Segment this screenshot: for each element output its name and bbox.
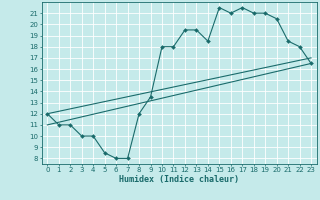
X-axis label: Humidex (Indice chaleur): Humidex (Indice chaleur) — [119, 175, 239, 184]
